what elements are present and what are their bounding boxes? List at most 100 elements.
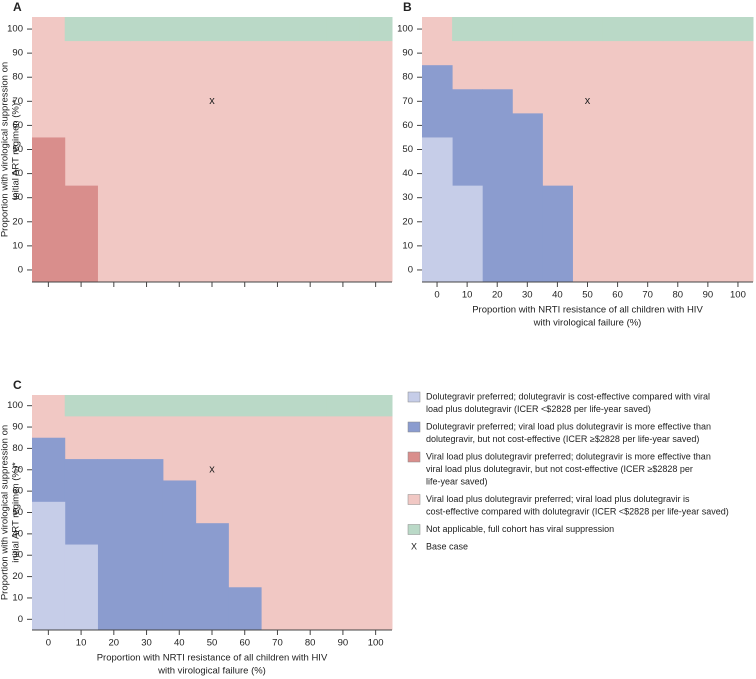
region-cell [542, 17, 573, 42]
region-cell [97, 395, 131, 417]
x-tick-label: 60 [612, 290, 623, 301]
y-tick-label: 20 [12, 571, 23, 582]
region-cell [64, 544, 98, 630]
region-cell [162, 17, 197, 282]
y-axis-label: Proportion with virological suppression … [0, 425, 11, 600]
panel-label: A [13, 0, 22, 14]
y-tick-label: 80 [12, 443, 23, 454]
legend-swatch [407, 391, 421, 403]
x-tick-label: 20 [109, 638, 120, 649]
region-cell [602, 17, 634, 42]
region-cell [64, 185, 98, 282]
region-cell [261, 395, 295, 417]
y-axis-label: initial ART regimen (%)* [11, 99, 22, 200]
region-cell [662, 17, 694, 42]
y-axis-label: initial ART regimen (%)* [11, 462, 22, 563]
y-tick-label: 100 [397, 24, 413, 35]
x-tick-label: 80 [305, 638, 316, 649]
legend-text: dolutegravir, but not cost-effective (IC… [426, 434, 699, 444]
x-tick-label: 40 [552, 290, 563, 301]
region-cell [482, 17, 513, 42]
y-tick-label: 30 [12, 550, 23, 561]
region-cell [572, 17, 604, 42]
y-tick-label: 20 [12, 216, 23, 227]
region-cell [64, 17, 98, 42]
y-tick-label: 0 [408, 264, 413, 275]
x-tick-label: 70 [642, 290, 653, 301]
y-tick-label: 50 [12, 507, 23, 518]
y-tick-label: 60 [12, 486, 23, 497]
region-cell [422, 137, 453, 282]
y-axis-label: Proportion with virological suppression … [0, 62, 11, 237]
region-cell [452, 185, 483, 282]
region-cell [261, 17, 295, 42]
region-cell [359, 395, 393, 417]
region-cell [359, 395, 393, 630]
y-tick-label: 30 [402, 192, 413, 203]
region-cell [97, 17, 131, 42]
y-tick-label: 40 [402, 168, 413, 179]
region-cell [97, 459, 131, 630]
y-tick-label: 50 [12, 144, 23, 155]
region-cell [662, 17, 694, 282]
base-case-marker: x [209, 464, 215, 476]
y-tick-label: 60 [12, 120, 23, 131]
x-axis-label: Proportion with NRTI resistance of all c… [97, 653, 328, 664]
region-cell [130, 459, 164, 630]
region-cell [632, 17, 664, 282]
legend-text: Base case [426, 541, 468, 551]
x-tick-label: 90 [703, 290, 714, 301]
legend-text: Not applicable, full cohort has viral su… [426, 524, 614, 534]
y-tick-label: 10 [402, 240, 413, 251]
region-cell [326, 17, 360, 42]
y-tick-label: 0 [18, 614, 23, 625]
legend-text: viral load plus dolutegravir, but not co… [426, 464, 693, 474]
region-cell [482, 89, 513, 282]
region-cell [130, 17, 164, 42]
region-cell [130, 17, 164, 282]
y-tick-label: 40 [12, 168, 23, 179]
region-cell [359, 17, 393, 282]
y-tick-label: 40 [12, 528, 23, 539]
y-tick-label: 0 [18, 264, 23, 275]
y-tick-label: 70 [12, 464, 23, 475]
x-tick-label: 0 [46, 638, 51, 649]
panel-label: C [13, 378, 22, 392]
region-cell [32, 501, 66, 630]
region-cell [162, 17, 197, 42]
region-cell [326, 17, 360, 282]
base-case-marker: x [209, 95, 215, 107]
legend-swatch [407, 451, 421, 463]
x-tick-label: 90 [338, 638, 349, 649]
region-cell [326, 395, 360, 417]
panel-label: B [403, 0, 412, 14]
legend-swatch [407, 524, 421, 535]
y-tick-label: 10 [12, 240, 23, 251]
region-cell [722, 17, 754, 42]
region-cell [293, 395, 328, 630]
region-cell [195, 395, 229, 417]
region-cell [632, 17, 664, 42]
x-tick-label: 50 [582, 290, 593, 301]
x-tick-label: 80 [672, 290, 683, 301]
region-cell [162, 395, 197, 417]
region-cell [692, 17, 724, 282]
region-cell [293, 395, 328, 417]
region-cell [228, 395, 262, 417]
x-tick-label: 70 [272, 638, 283, 649]
legend-text: life-year saved) [426, 476, 488, 486]
x-tick-label: 30 [522, 290, 533, 301]
region-cell [228, 587, 262, 630]
y-tick-label: 90 [402, 48, 413, 59]
x-tick-label: 50 [207, 638, 218, 649]
legend-swatch [407, 421, 421, 433]
y-tick-label: 30 [12, 192, 23, 203]
region-cell [130, 395, 164, 417]
y-tick-label: 70 [402, 96, 413, 107]
region-cell [97, 17, 131, 282]
x-axis-label: with virological failure (%) [533, 318, 642, 329]
legend-text: load plus dolutegravir (ICER <$2828 per … [426, 404, 651, 414]
region-cell [722, 17, 754, 282]
legend-text: cost-effective compared with dolutegravi… [426, 506, 729, 516]
